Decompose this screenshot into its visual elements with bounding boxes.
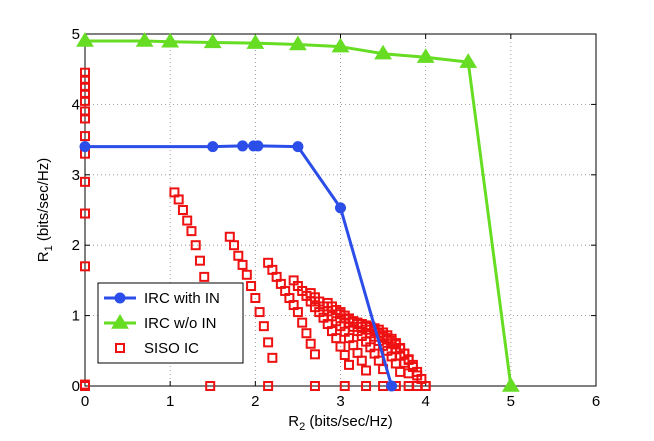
data-point: [80, 67, 90, 78]
data-point: [76, 32, 94, 47]
data-point: [501, 377, 520, 392]
data-point: [252, 140, 264, 152]
y-tick-label: 3: [72, 167, 80, 184]
data-point: [182, 215, 193, 226]
y-axis-title-subscript: 1: [43, 245, 55, 251]
x-tick-label: 3: [336, 393, 344, 410]
y-tick-label: 0: [72, 378, 80, 395]
data-point: [335, 202, 346, 214]
x-tick-label: 2: [251, 393, 259, 410]
data-point: [361, 365, 372, 376]
data-point: [246, 34, 265, 49]
series-layer: [76, 32, 520, 392]
data-point: [297, 317, 308, 328]
series-triangle: [76, 32, 520, 392]
x-tick-label: 0: [81, 393, 89, 410]
data-point: [80, 106, 90, 117]
data-point: [186, 226, 197, 237]
data-point: [199, 271, 210, 282]
data-point: [237, 140, 249, 152]
data-point: [263, 337, 274, 348]
data-point: [339, 350, 350, 361]
data-point: [289, 35, 307, 51]
y-axis-title: R1 (bits/sec/Hz): [35, 158, 55, 262]
data-point: [292, 141, 304, 153]
data-point: [203, 33, 222, 49]
y-axis-title-main: R: [35, 251, 52, 262]
data-point: [386, 380, 398, 392]
data-point: [254, 307, 265, 318]
data-point: [229, 240, 240, 251]
data-point: [233, 250, 244, 261]
y-tick-label: 2: [72, 237, 80, 254]
data-point: [374, 44, 392, 60]
data-point: [80, 208, 90, 219]
data-point: [292, 307, 303, 318]
data-point: [267, 352, 278, 363]
data-point: [80, 131, 90, 142]
data-point: [331, 37, 350, 53]
x-tick-label: 6: [592, 393, 600, 410]
x-tick-label: 4: [421, 393, 429, 410]
data-point: [80, 261, 90, 272]
legend-label: IRC with IN: [144, 290, 220, 307]
data-point: [190, 240, 201, 251]
data-point: [420, 381, 431, 391]
data-point: [344, 359, 355, 370]
data-point: [258, 321, 269, 332]
legend-marker-swatch: [111, 314, 129, 329]
data-point: [339, 381, 350, 391]
data-point: [241, 269, 252, 280]
legend-label: SISO IC: [144, 340, 199, 357]
data-point: [309, 349, 320, 360]
axis-ticks: 0 1 2 3 4 5 6 0 1 2 3 4 5: [72, 26, 601, 410]
x-axis-title-rest: (bits/sec/Hz): [305, 413, 393, 430]
x-tick-label: 1: [166, 393, 174, 410]
series-circle: [79, 140, 398, 392]
data-point: [224, 231, 235, 242]
data-point: [250, 293, 261, 303]
x-axis-title-main: R: [288, 413, 299, 430]
legend-marker-swatch: [115, 343, 125, 353]
data-point: [135, 32, 154, 47]
data-point: [173, 194, 184, 205]
data-point: [263, 381, 274, 391]
legend-entry: SISO IC: [115, 340, 199, 357]
data-point: [416, 48, 435, 63]
data-point: [177, 205, 188, 215]
data-point: [305, 338, 316, 349]
legend-entries: IRC with IN IRC w/o IN SISO IC: [104, 290, 220, 357]
legend-entry: IRC w/o IN: [104, 314, 217, 332]
legend: IRC with IN IRC w/o IN SISO IC: [97, 282, 244, 364]
data-point: [80, 379, 90, 390]
data-point: [246, 281, 257, 292]
data-point: [161, 32, 180, 48]
y-axis-title-rest: (bits/sec/Hz): [35, 158, 52, 246]
data-point: [309, 381, 320, 391]
x-axis-title-subscript: 2: [299, 421, 305, 433]
data-point: [205, 381, 216, 391]
legend-label: IRC w/o IN: [144, 315, 217, 332]
legend-marker-swatch: [114, 292, 126, 304]
data-point: [395, 366, 406, 377]
legend-entry: IRC with IN: [104, 290, 220, 307]
data-point: [80, 176, 90, 187]
data-point: [79, 141, 91, 153]
data-point: [459, 53, 478, 68]
data-point: [207, 141, 219, 153]
data-point: [361, 381, 372, 391]
data-point: [194, 255, 205, 266]
y-tick-label: 4: [72, 96, 80, 113]
x-tick-label: 5: [507, 393, 515, 410]
y-tick-label: 5: [72, 26, 80, 43]
data-point: [237, 259, 248, 270]
data-point: [301, 328, 312, 339]
data-point: [356, 355, 367, 366]
x-axis-title: R2 (bits/sec/Hz): [288, 413, 392, 433]
y-tick-label: 1: [72, 308, 80, 325]
